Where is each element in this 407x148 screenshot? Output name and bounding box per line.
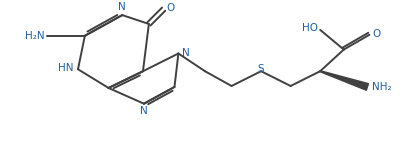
Text: N: N xyxy=(140,106,148,116)
Text: S: S xyxy=(258,64,265,74)
Polygon shape xyxy=(320,71,368,90)
Text: HN: HN xyxy=(57,63,73,73)
Text: HO: HO xyxy=(302,23,318,33)
Text: O: O xyxy=(372,29,381,39)
Text: O: O xyxy=(166,3,175,13)
Text: N: N xyxy=(118,2,126,12)
Text: N: N xyxy=(182,48,190,58)
Text: NH₂: NH₂ xyxy=(372,82,392,92)
Text: H₂N: H₂N xyxy=(25,31,44,41)
